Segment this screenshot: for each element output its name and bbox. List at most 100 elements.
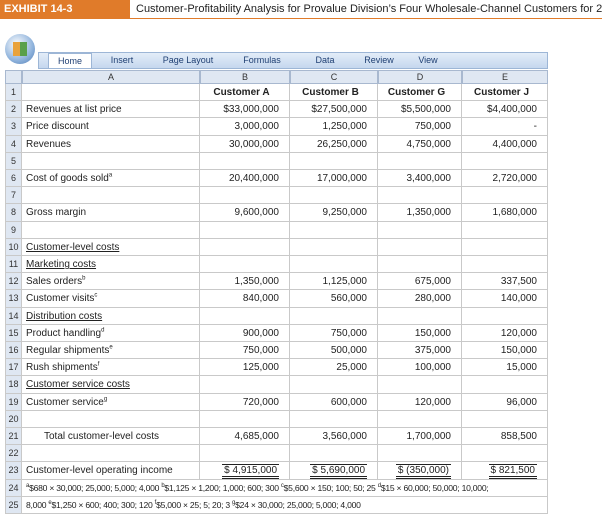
value-cell: 9,600,000 bbox=[200, 204, 290, 222]
row-number[interactable]: 15 bbox=[5, 324, 22, 342]
value-cell: 375,000 bbox=[378, 342, 462, 360]
row-number[interactable]: 8 bbox=[5, 204, 22, 222]
row-number[interactable]: 17 bbox=[5, 359, 22, 377]
cell-value: 750,000 bbox=[414, 121, 451, 133]
ribbon-tab[interactable]: Formulas bbox=[243, 55, 281, 65]
value-cell bbox=[200, 221, 290, 239]
value-cell: 280,000 bbox=[378, 290, 462, 308]
row-number[interactable]: 22 bbox=[5, 445, 22, 463]
value-cell bbox=[290, 376, 378, 394]
value-cell bbox=[462, 152, 548, 170]
value-cell: $5,500,000 bbox=[378, 101, 462, 119]
value-cell bbox=[462, 445, 548, 463]
cell-value: 4,750,000 bbox=[406, 138, 452, 150]
value-cell: 720,000 bbox=[200, 393, 290, 411]
label-cell: Customer service costs bbox=[22, 376, 200, 394]
value-cell: 100,000 bbox=[378, 359, 462, 377]
row-number[interactable]: 18 bbox=[5, 376, 22, 394]
row-number[interactable]: 12 bbox=[5, 273, 22, 291]
value-cell: 1,125,000 bbox=[290, 273, 378, 291]
value-cell bbox=[290, 238, 378, 256]
cell-value: 280,000 bbox=[414, 293, 451, 305]
ribbon-tab[interactable]: View bbox=[418, 55, 438, 65]
value-cell: 120,000 bbox=[462, 324, 548, 342]
value-cell: 25,000 bbox=[290, 359, 378, 377]
row-number[interactable]: 5 bbox=[5, 152, 22, 170]
row-number[interactable]: 24 bbox=[5, 479, 22, 497]
label-cell: Customer-level operating income bbox=[22, 462, 200, 480]
row-number[interactable]: 9 bbox=[5, 221, 22, 239]
value-cell bbox=[290, 445, 378, 463]
cell-value: Customer J bbox=[473, 87, 529, 98]
row-number[interactable]: 10 bbox=[5, 238, 22, 256]
value-cell bbox=[200, 152, 290, 170]
row-label: Customer-level operating income bbox=[26, 465, 173, 477]
ribbon-tab[interactable]: Data bbox=[315, 55, 335, 65]
column-header[interactable]: A bbox=[22, 70, 200, 84]
cell-value: 2,720,000 bbox=[492, 173, 538, 184]
value-cell bbox=[290, 307, 378, 325]
ribbon-tab[interactable]: Home bbox=[48, 53, 92, 68]
value-cell: 96,000 bbox=[462, 393, 548, 411]
value-cell: 750,000 bbox=[290, 324, 378, 342]
cell-value: 3,000,000 bbox=[234, 121, 280, 133]
column-header[interactable]: B bbox=[200, 70, 290, 84]
row-number[interactable]: 25 bbox=[5, 496, 22, 514]
value-cell: 17,000,000 bbox=[290, 170, 378, 188]
cell-value: 9,600,000 bbox=[234, 207, 280, 219]
row-number[interactable]: 3 bbox=[5, 118, 22, 136]
row-number[interactable]: 1 bbox=[5, 84, 22, 102]
row-number[interactable]: 7 bbox=[5, 187, 22, 205]
column-header[interactable]: C bbox=[290, 70, 378, 84]
cell-value: 125,000 bbox=[242, 362, 279, 374]
row-number[interactable]: 20 bbox=[5, 410, 22, 428]
row-number[interactable]: 2 bbox=[5, 101, 22, 119]
value-cell: 15,000 bbox=[462, 359, 548, 377]
ribbon-tab[interactable]: Insert bbox=[110, 55, 134, 65]
ribbon-tab[interactable]: Review bbox=[364, 55, 394, 65]
value-cell: 150,000 bbox=[462, 342, 548, 360]
value-cell: $ (350,000) bbox=[378, 462, 462, 480]
header-rule bbox=[0, 18, 602, 19]
row-number[interactable]: 4 bbox=[5, 135, 22, 153]
row-number[interactable]: 23 bbox=[5, 462, 22, 480]
cell-value: 750,000 bbox=[330, 327, 367, 339]
cell-value: $27,500,000 bbox=[311, 104, 367, 116]
row-number[interactable]: 16 bbox=[5, 342, 22, 360]
ribbon-tab[interactable]: Page Layout bbox=[162, 55, 214, 65]
row-number[interactable]: 19 bbox=[5, 393, 22, 411]
row-number[interactable]: 6 bbox=[5, 170, 22, 188]
column-header[interactable]: E bbox=[462, 70, 548, 84]
column-header[interactable]: D bbox=[378, 70, 462, 84]
row-label: Rush shipments bbox=[26, 362, 98, 374]
value-cell bbox=[378, 445, 462, 463]
value-cell: $4,400,000 bbox=[462, 101, 548, 119]
footnote-text: $24 × 30,000; 25,000; 5,000; 4,000 bbox=[235, 499, 361, 510]
value-cell bbox=[200, 238, 290, 256]
footnote-line: a$680 × 30,000; 25,000; 5,000; 4,000 b$1… bbox=[22, 479, 548, 497]
label-cell: Price discount bbox=[22, 118, 200, 136]
footnote-mark: e bbox=[109, 344, 113, 351]
cell-value: 1,680,000 bbox=[492, 207, 538, 219]
footnote-line: 8,000 e$1,250 × 600; 400; 300; 120 f$5,0… bbox=[22, 496, 548, 514]
cell-value: 20,400,000 bbox=[228, 173, 279, 184]
row-number[interactable]: 13 bbox=[5, 290, 22, 308]
cell-value: Customer G bbox=[387, 87, 446, 98]
value-cell: 750,000 bbox=[200, 342, 290, 360]
footnote-text: $1,125 × 1,200; 1,000; 600; 300 bbox=[164, 482, 281, 493]
value-cell: 140,000 bbox=[462, 290, 548, 308]
label-cell: Customer serviceg bbox=[22, 393, 200, 411]
label-cell: Customer visitsc bbox=[22, 290, 200, 308]
row-number[interactable]: 14 bbox=[5, 307, 22, 325]
row-number[interactable]: 11 bbox=[5, 256, 22, 274]
label-cell: Distribution costs bbox=[22, 307, 200, 325]
row-label: Product handling bbox=[26, 327, 102, 339]
cell-value: 560,000 bbox=[330, 293, 367, 305]
value-cell: 337,500 bbox=[462, 273, 548, 291]
row-number[interactable]: 21 bbox=[5, 428, 22, 446]
cell-value: 858,500 bbox=[500, 431, 537, 442]
label-cell: Revenues at list price bbox=[22, 101, 200, 119]
value-cell: 1,700,000 bbox=[378, 428, 462, 446]
value-cell bbox=[200, 376, 290, 394]
